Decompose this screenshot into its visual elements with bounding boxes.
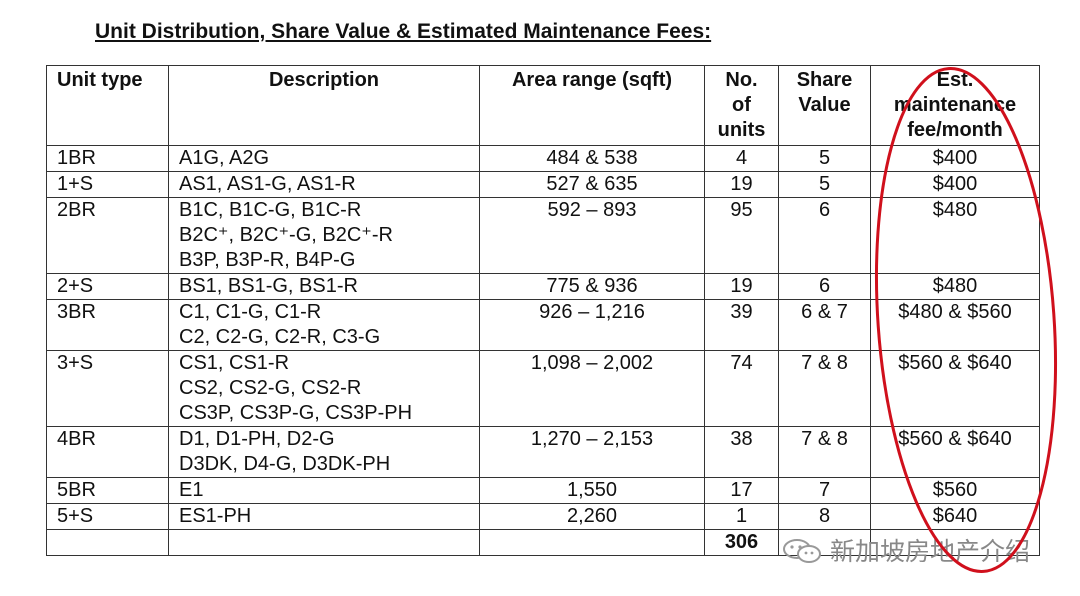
table-row: 2BR B1C, B1C-G, B1C-R B2C⁺, B2C⁺-G, B2C⁺-R… (46, 197, 1040, 274)
watermark: 新加坡房地产介绍 (782, 532, 1030, 568)
empty-cell (168, 529, 480, 556)
description-line: C2, C2-G, C2-R, C3-G (179, 326, 381, 348)
empty-cell (479, 529, 705, 556)
description-line: CS3P, CS3P-G, CS3P-PH (179, 402, 413, 424)
cell-fee: $560 (870, 477, 1040, 504)
cell-fee: $560 & $640 (870, 350, 1040, 427)
wechat-icon (782, 538, 822, 564)
description-line: D1, D1-PH, D2-G (179, 428, 335, 450)
cell-units: 19 (704, 171, 779, 198)
cell-share: 5 (778, 145, 871, 172)
cell-share: 6 (778, 273, 871, 300)
cell-units: 1 (704, 503, 779, 530)
cell-description: B1C, B1C-G, B1C-R B2C⁺, B2C⁺-G, B2C⁺-R B3P… (168, 197, 480, 274)
cell-unit-type: 2BR (46, 197, 169, 274)
cell-share: 7 (778, 477, 871, 504)
cell-fee: $640 (870, 503, 1040, 530)
description-line: C1, C1-G, C1-R (179, 301, 322, 323)
cell-share: 6 (778, 197, 871, 274)
table-title: Unit Distribution, Share Value & Estimat… (95, 20, 712, 43)
cell-share: 5 (778, 171, 871, 198)
cell-area: 527 & 635 (479, 171, 705, 198)
description-line: D3DK, D4-G, D3DK-PH (179, 453, 391, 475)
description-line: ES1-PH (179, 505, 252, 527)
fees-table: Unit type Description Area range (sqft) … (46, 65, 1040, 556)
cell-share: 7 & 8 (778, 426, 871, 478)
cell-area: 1,270 – 2,153 (479, 426, 705, 478)
table-row: 5BR E1 1,550 17 7 $560 (46, 477, 1040, 504)
cell-area: 484 & 538 (479, 145, 705, 172)
cell-fee: $560 & $640 (870, 426, 1040, 478)
cell-unit-type: 1BR (46, 145, 169, 172)
description-line: CS1, CS1-R (179, 352, 290, 374)
cell-description: BS1, BS1-G, BS1-R (168, 273, 480, 300)
table-row: 1BR A1G, A2G 484 & 538 4 5 $400 (46, 145, 1040, 172)
cell-share: 7 & 8 (778, 350, 871, 427)
cell-units: 39 (704, 299, 779, 351)
header-row: Unit type Description Area range (sqft) … (46, 65, 1040, 146)
cell-area: 775 & 936 (479, 273, 705, 300)
cell-description: C1, C1-G, C1-R C2, C2-G, C2-R, C3-G (168, 299, 480, 351)
cell-units: 38 (704, 426, 779, 478)
cell-description: A1G, A2G (168, 145, 480, 172)
cell-share: 6 & 7 (778, 299, 871, 351)
cell-units: 74 (704, 350, 779, 427)
cell-fee: $480 & $560 (870, 299, 1040, 351)
cell-unit-type: 3BR (46, 299, 169, 351)
cell-units: 17 (704, 477, 779, 504)
empty-cell (778, 529, 871, 556)
header-units: No. of units (704, 65, 779, 146)
table-row: 4BR D1, D1-PH, D2-G D3DK, D4-G, D3DK-PH 1,2… (46, 426, 1040, 478)
cell-area: 1,550 (479, 477, 705, 504)
cell-description: ES1-PH (168, 503, 480, 530)
table-row: 3+S CS1, CS1-R CS2, CS2-G, CS2-R CS3P, CS3P… (46, 350, 1040, 427)
cell-description: CS1, CS1-R CS2, CS2-G, CS2-R CS3P, CS3P-G,… (168, 350, 480, 427)
description-line: AS1, AS1-G, AS1-R (179, 173, 356, 195)
header-description: Description (168, 65, 480, 146)
description-line: B2C⁺, B2C⁺-G, B2C⁺-R (179, 224, 393, 246)
cell-unit-type: 1+S (46, 171, 169, 198)
description-line: B1C, B1C-G, B1C-R (179, 199, 362, 221)
description-line: B3P, B3P-R, B4P-G (179, 249, 356, 271)
table-body: 1BR A1G, A2G 484 & 538 4 5 $400 1+S AS1, AS1-G,… (46, 145, 1040, 556)
cell-units: 95 (704, 197, 779, 274)
cell-units: 4 (704, 145, 779, 172)
cell-unit-type: 3+S (46, 350, 169, 427)
cell-total-units: 306 (704, 529, 779, 556)
cell-unit-type: 4BR (46, 426, 169, 478)
cell-area: 926 – 1,216 (479, 299, 705, 351)
cell-fee: $400 (870, 171, 1040, 198)
cell-fee: $480 (870, 273, 1040, 300)
description-line: E1 (179, 479, 204, 501)
cell-description: AS1, AS1-G, AS1-R (168, 171, 480, 198)
cell-fee: $400 (870, 145, 1040, 172)
cell-area: 1,098 – 2,002 (479, 350, 705, 427)
cell-share: 8 (778, 503, 871, 530)
table-row: 5+S ES1-PH 2,260 1 8 $640 (46, 503, 1040, 530)
cell-units: 19 (704, 273, 779, 300)
description-line: BS1, BS1-G, BS1-R (179, 275, 358, 297)
cell-unit-type: 2+S (46, 273, 169, 300)
description-line: CS2, CS2-G, CS2-R (179, 377, 362, 399)
cell-area: 2,260 (479, 503, 705, 530)
empty-cell (46, 529, 169, 556)
header-area: Area range (sqft) (479, 65, 705, 146)
table-row: 3BR C1, C1-G, C1-R C2, C2-G, C2-R, C3-G 926… (46, 299, 1040, 351)
cell-description: D1, D1-PH, D2-G D3DK, D4-G, D3DK-PH (168, 426, 480, 478)
cell-area: 592 – 893 (479, 197, 705, 274)
header-share: Share Value (778, 65, 871, 146)
cell-fee: $480 (870, 197, 1040, 274)
table-row: 2+S BS1, BS1-G, BS1-R 775 & 936 19 6 $480 (46, 273, 1040, 300)
watermark-text: 新加坡房地产介绍 (830, 537, 1031, 566)
cell-description: E1 (168, 477, 480, 504)
cell-unit-type: 5BR (46, 477, 169, 504)
cell-unit-type: 5+S (46, 503, 169, 530)
header-unit-type: Unit type (46, 65, 169, 146)
description-line: A1G, A2G (179, 147, 270, 169)
header-fee: Est. maintenance fee/month (870, 65, 1040, 146)
table-row: 1+S AS1, AS1-G, AS1-R 527 & 635 19 5 $400 (46, 171, 1040, 198)
